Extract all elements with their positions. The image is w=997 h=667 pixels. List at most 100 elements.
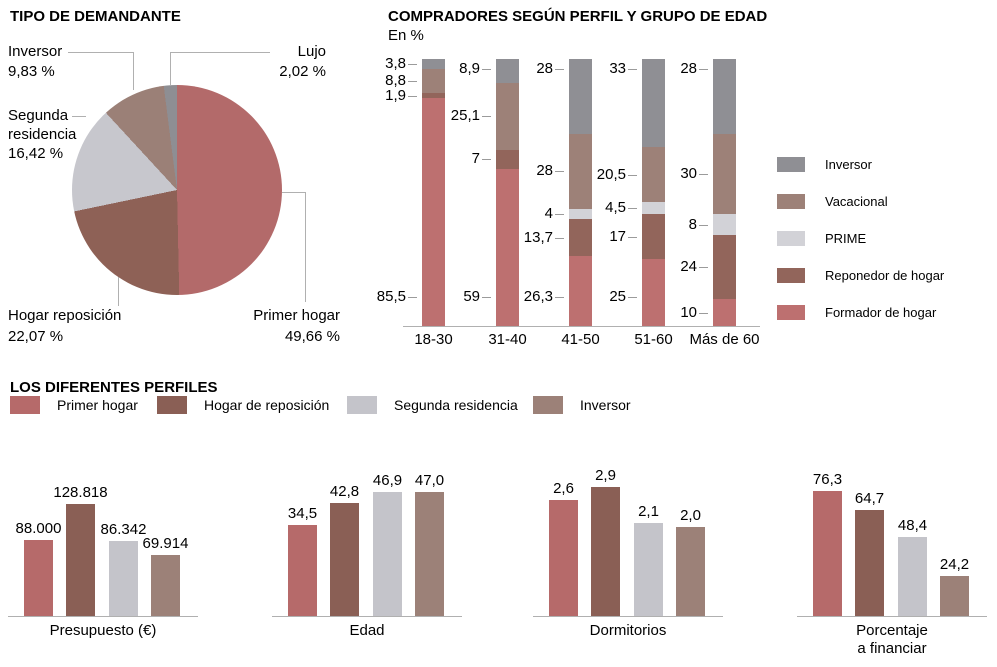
stacked-plot: 3,8 8,8 1,9 85,5 18-30 8,9 25,1 7 59 31-40 28 28 4 13… [377, 55, 760, 348]
stacked-label-tick [408, 95, 417, 97]
stacked-bar-segment [569, 59, 592, 134]
stacked-bar-segment [642, 147, 665, 202]
stacked-value-label: 85,5 [376, 288, 406, 305]
stacked-label-tick [628, 174, 637, 176]
legend-label: Vacacional [825, 194, 888, 209]
mini-xlabel: Edad [349, 622, 385, 639]
stacked-bar-segment [713, 133, 736, 214]
mini-value-label: 47,0 [414, 472, 445, 489]
legend-swatch [777, 157, 805, 172]
legend-label: Formador de hogar [825, 305, 937, 320]
mini-bar [591, 487, 620, 616]
stacked-bar-segment [496, 149, 519, 169]
stacked-bar-segment [422, 92, 445, 98]
mini-bar [151, 555, 180, 616]
stacked-value-label: 30 [680, 164, 697, 182]
category-label: 41-50 [561, 331, 600, 348]
stacked-bar-segment [642, 259, 665, 326]
stacked-value-label: 8 [688, 215, 697, 233]
stacked-label-tick [482, 159, 491, 161]
stacked-value-label: 25,1 [450, 107, 480, 125]
mini-value-label: 86.342 [100, 520, 147, 538]
stacked-label-tick [482, 116, 491, 118]
stacked-value-label: 59 [463, 288, 480, 305]
category-label: 31-40 [488, 331, 527, 348]
stacked-value-label: 17 [609, 227, 626, 245]
pie-label-primer-hogar-value: 49,66 % [284, 328, 340, 345]
stacked-label-tick [699, 267, 708, 269]
connector-line-inversor-h [68, 52, 133, 53]
pie-label-inversor-name: Inversor [8, 43, 63, 60]
mini-value-label: 46,9 [372, 472, 403, 490]
mini-bar [676, 527, 705, 616]
mini-value-label: 48,4 [897, 516, 928, 534]
mini-value-label: 34,5 [287, 505, 318, 522]
x-axis-line [272, 616, 462, 617]
connector-line-inversor-v [133, 52, 134, 90]
legend-label: PRIME [825, 231, 867, 246]
stacked-value-label: 26,3 [523, 288, 553, 305]
legend-label: Inversor [825, 157, 872, 172]
mini-value-label: 2,9 [595, 467, 616, 484]
stacked-value-label: 1,9 [385, 86, 406, 104]
stacked-label-tick [482, 69, 491, 70]
x-axis-line [403, 326, 760, 327]
legend-swatch [157, 396, 187, 414]
stacked-bar-segment [642, 59, 665, 148]
connector-line-lujo-v [170, 52, 171, 85]
mini-xlabel: a financiar [857, 640, 927, 657]
mini-value-label: 2,1 [638, 502, 659, 520]
profiles-title: LOS DIFERENTES PERFILES [10, 379, 218, 396]
mini-bar [415, 492, 444, 616]
stacked-bar-segment [569, 208, 592, 220]
stacked-value-label: 24 [680, 258, 697, 276]
mini-chart-dormitorios: 2,6 2,9 2,1 2,0 Dormitorios [533, 466, 723, 666]
mini-value-label: 42,8 [329, 483, 360, 501]
stacked-label-tick [555, 297, 564, 298]
stacked-label-tick [699, 173, 708, 175]
legend-label: Reponedor de hogar [825, 268, 945, 283]
stacked-bar-segment [569, 255, 592, 326]
stacked-bar-segment [642, 201, 665, 214]
legend-swatch [777, 268, 805, 283]
pie-label-segunda-residencia: Segunda residencia 16,42 % [8, 106, 108, 163]
mini-bar [940, 576, 969, 616]
mini-chart-edad: 34,5 42,8 46,9 47,0 Edad [272, 466, 462, 666]
pie-label-hogar-reposicion-name: Hogar reposición [8, 307, 122, 324]
stacked-bar-segment [496, 82, 519, 150]
stacked-bar-segment [422, 59, 445, 70]
legend-label: Segunda residencia [394, 397, 518, 413]
connector-line-reposicion-v [118, 277, 119, 306]
stacked-label-tick [408, 80, 417, 82]
mini-bar [288, 525, 317, 616]
pie-label-segunda-residencia-name: Segunda residencia [8, 107, 77, 143]
mini-bar [109, 540, 138, 616]
pie-label-inversor: Inversor 9,83 % [8, 42, 128, 82]
mini-bar [373, 492, 402, 616]
stacked-bar-segment [496, 59, 519, 83]
stacked-label-tick [482, 297, 491, 298]
stacked-label-tick [699, 69, 708, 70]
stacked-label-tick [699, 224, 708, 226]
stacked-value-label: 8,8 [385, 71, 406, 89]
x-axis-line [797, 616, 987, 617]
legend-swatch [777, 231, 805, 246]
mini-bar [24, 539, 53, 616]
stacked-value-label: 25 [609, 288, 626, 305]
mini-bar [634, 522, 663, 616]
stacked-bar-segment [642, 213, 665, 260]
category-label: 51-60 [634, 331, 673, 348]
legend-label: Primer hogar [57, 397, 138, 413]
stacked-value-label: 33 [609, 60, 626, 77]
legend-label: Inversor [580, 397, 631, 413]
category-label: 18-30 [414, 331, 453, 348]
mini-xlabel: Dormitorios [589, 622, 667, 639]
mini-value-label: 2,0 [680, 507, 701, 524]
stacked-bar-segment [569, 133, 592, 209]
stacked-value-label: 28 [536, 162, 553, 180]
pie-label-lujo-name: Lujo [297, 43, 326, 60]
mini-value-label: 24,2 [939, 556, 970, 574]
mini-value-label: 2,6 [553, 480, 574, 498]
stacked-label-tick [555, 237, 564, 239]
